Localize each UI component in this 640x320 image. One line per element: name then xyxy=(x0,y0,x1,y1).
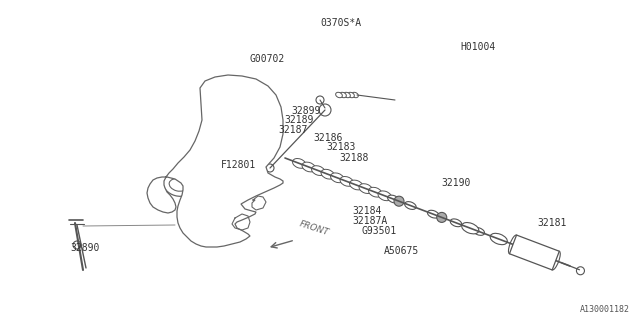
Ellipse shape xyxy=(451,219,461,227)
Text: G00702: G00702 xyxy=(250,54,285,64)
Ellipse shape xyxy=(321,169,335,179)
Ellipse shape xyxy=(340,92,346,98)
Ellipse shape xyxy=(473,228,484,235)
Ellipse shape xyxy=(378,191,392,201)
Text: FRONT: FRONT xyxy=(298,219,330,237)
Circle shape xyxy=(319,104,331,116)
Polygon shape xyxy=(509,235,559,270)
Ellipse shape xyxy=(404,202,416,209)
Ellipse shape xyxy=(428,210,439,218)
Text: 32188: 32188 xyxy=(339,153,369,163)
Text: H01004: H01004 xyxy=(461,42,496,52)
Text: A130001182: A130001182 xyxy=(580,305,630,314)
Text: 32187A: 32187A xyxy=(352,216,387,226)
Ellipse shape xyxy=(490,233,508,245)
Circle shape xyxy=(577,267,584,275)
Ellipse shape xyxy=(509,235,518,254)
Circle shape xyxy=(316,96,324,104)
Ellipse shape xyxy=(349,180,363,190)
Circle shape xyxy=(266,164,274,172)
Ellipse shape xyxy=(551,251,560,270)
Text: G93501: G93501 xyxy=(362,226,397,236)
Ellipse shape xyxy=(169,179,187,191)
Text: F12801: F12801 xyxy=(221,160,256,170)
Circle shape xyxy=(436,212,447,222)
Text: 32186: 32186 xyxy=(314,133,343,143)
Circle shape xyxy=(73,241,81,249)
Ellipse shape xyxy=(388,195,399,203)
Text: 32899: 32899 xyxy=(291,106,321,116)
Ellipse shape xyxy=(348,92,355,98)
Text: 32190: 32190 xyxy=(442,178,471,188)
Text: 32890: 32890 xyxy=(70,243,100,253)
Ellipse shape xyxy=(335,92,342,98)
Ellipse shape xyxy=(292,158,306,168)
Ellipse shape xyxy=(351,92,358,98)
Text: A50675: A50675 xyxy=(384,246,419,256)
Ellipse shape xyxy=(312,166,325,175)
Ellipse shape xyxy=(340,177,353,186)
Ellipse shape xyxy=(344,92,350,98)
Circle shape xyxy=(394,196,404,206)
Text: 32181: 32181 xyxy=(538,218,567,228)
Ellipse shape xyxy=(302,162,316,172)
Ellipse shape xyxy=(163,174,193,196)
Text: 32189: 32189 xyxy=(285,115,314,125)
Text: 0370S*A: 0370S*A xyxy=(320,18,361,28)
Ellipse shape xyxy=(330,173,344,183)
Polygon shape xyxy=(147,75,283,247)
Text: 32184: 32184 xyxy=(352,206,381,216)
Text: 32187: 32187 xyxy=(278,125,308,135)
Ellipse shape xyxy=(461,222,479,234)
Ellipse shape xyxy=(359,184,372,194)
Text: 32183: 32183 xyxy=(326,142,356,152)
Ellipse shape xyxy=(369,187,382,197)
